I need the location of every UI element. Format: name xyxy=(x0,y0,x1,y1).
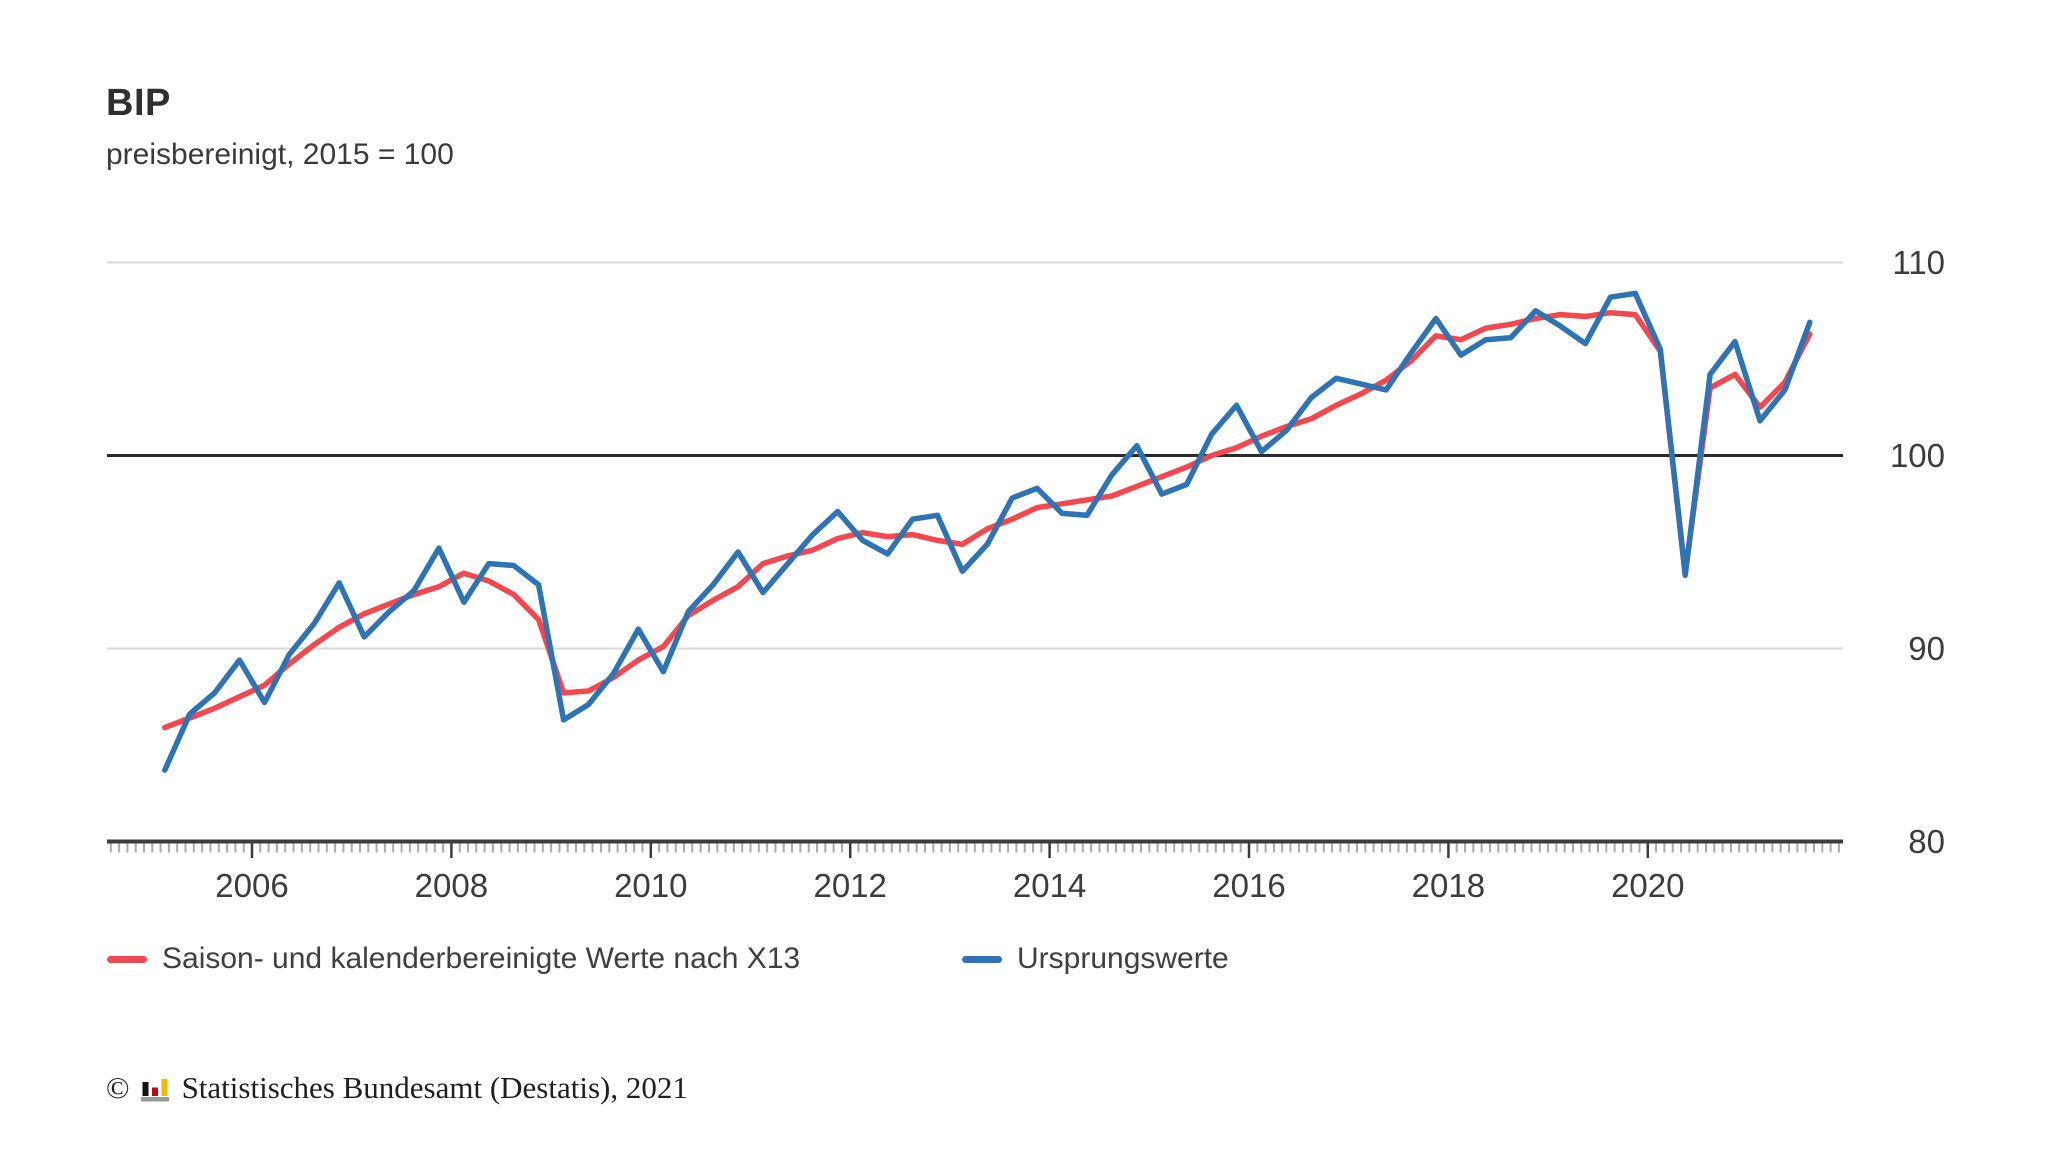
y-axis-label-110: 110 xyxy=(1892,243,1945,281)
x-axis-label-2020: 2020 xyxy=(1611,867,1685,904)
x-axis-label-2012: 2012 xyxy=(813,867,887,904)
y-axis-label-90: 90 xyxy=(1908,629,1945,667)
legend-label-original: Ursprungswerte xyxy=(1017,942,1229,975)
destatis-bars-icon xyxy=(140,1079,169,1102)
legend-item-adjusted: Saison- und kalenderbereinigte Werte nac… xyxy=(107,938,800,980)
adjusted-series-swatch xyxy=(107,955,147,963)
x-axis-label-2016: 2016 xyxy=(1212,867,1286,904)
original-series-line xyxy=(162,290,1813,773)
chart-subtitle: preisbereinigt, 2015 = 100 xyxy=(106,138,454,171)
x-axis-label-2014: 2014 xyxy=(1012,867,1087,904)
y-axis-label-80: 80 xyxy=(1908,822,1945,860)
legend-label-adjusted: Saison- und kalenderbereinigte Werte nac… xyxy=(162,942,801,975)
x-axis-label-2010: 2010 xyxy=(614,867,688,904)
adjusted-series-line xyxy=(162,309,1813,731)
copyright-symbol: © xyxy=(106,1070,130,1105)
y-axis-label-100: 100 xyxy=(1889,436,1945,474)
x-axis-label-2018: 2018 xyxy=(1411,867,1486,904)
page-title: BIP xyxy=(106,82,171,124)
original-series-swatch xyxy=(962,955,1002,963)
source-attribution: © Statistisches Bundesamt (Destatis), 20… xyxy=(106,1070,688,1106)
source-text: Statistisches Bundesamt (Destatis), 2021 xyxy=(181,1070,688,1105)
x-axis-label-2008: 2008 xyxy=(414,867,489,904)
x-axis-label-2006: 2006 xyxy=(215,867,289,904)
legend-item-original: Ursprungswerte xyxy=(962,938,1229,980)
